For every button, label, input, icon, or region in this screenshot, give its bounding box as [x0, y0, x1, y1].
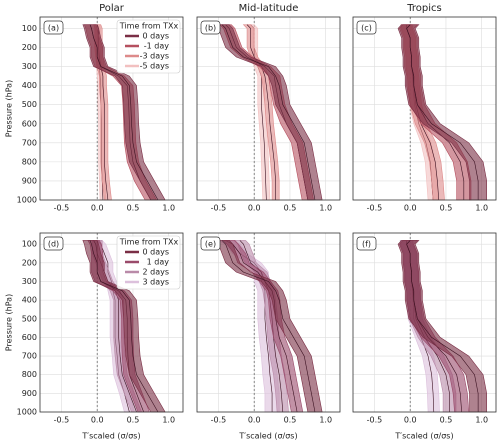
- panel: -0.5 0.0 0.5 1.0 (f) T′scaled (σ/σs): [352, 232, 497, 441]
- y-tick-label: 300: [22, 62, 37, 71]
- y-tick-label: 600: [22, 333, 37, 342]
- x-axis-label: T′scaled (σ/σs): [81, 432, 140, 441]
- y-tick-label: 1000: [17, 408, 37, 417]
- x-tick-label: -0.5: [211, 204, 227, 213]
- legend-label: 1 day: [147, 258, 170, 267]
- y-axis-label: Pressure (hPa): [5, 294, 14, 351]
- x-tick-label: 0.5: [127, 416, 140, 425]
- panel-label: (c): [361, 24, 372, 33]
- panel-label-box: [356, 236, 377, 251]
- y-tick-label: 600: [22, 119, 37, 128]
- series-line: [246, 24, 276, 200]
- panel-title: Polar: [99, 3, 125, 14]
- legend-title: Time from TXx: [119, 238, 179, 247]
- legend-label: 3 days: [142, 278, 169, 287]
- legend-label: 0 days: [142, 248, 169, 257]
- y-tick-label: 500: [22, 100, 37, 109]
- panel-label: (e): [205, 240, 216, 249]
- frame: [352, 16, 497, 201]
- panel-label: (f): [362, 240, 371, 249]
- y-tick-label: 400: [22, 81, 37, 90]
- legend-label: -5 days: [140, 62, 169, 71]
- panel-label-box: [200, 236, 221, 251]
- x-tick-label: 1.0: [162, 204, 175, 213]
- y-tick-label: 700: [22, 138, 37, 147]
- panel: -0.5 0.0 0.5 1.0 (b) Mid-latitude: [196, 3, 341, 213]
- series-line: [89, 24, 159, 201]
- legend-title: Time from TXx: [119, 22, 179, 31]
- x-tick-label: -0.5: [367, 204, 383, 213]
- panel-title: Mid-latitude: [239, 3, 299, 14]
- legend-label: -3 days: [140, 52, 169, 61]
- frame: [39, 232, 184, 413]
- x-tick-label: 0.5: [284, 416, 297, 425]
- x-tick-label: 0.0: [404, 204, 417, 213]
- legend-label: -1 day: [144, 42, 170, 51]
- series-line: [406, 240, 479, 412]
- x-tick-label: 0.5: [284, 204, 297, 213]
- y-tick-label: 800: [22, 370, 37, 379]
- panel: -0.5 0.0 0.5 1.0 (e) T′scaled (σ/σs): [196, 232, 341, 441]
- panel-label-box: [43, 236, 64, 251]
- legend-box: [116, 19, 181, 74]
- panel-label: (b): [205, 24, 216, 33]
- series-line: [406, 24, 479, 200]
- y-tick-label: 1000: [17, 196, 37, 205]
- x-axis-label: T′scaled (σ/σs): [394, 432, 453, 441]
- x-tick-label: 0.0: [91, 416, 104, 425]
- x-tick-label: 1.0: [162, 416, 175, 425]
- y-tick-label: 500: [22, 314, 37, 323]
- x-tick-label: 0.5: [440, 204, 453, 213]
- y-tick-label: 200: [22, 258, 37, 267]
- x-tick-label: 0.0: [91, 204, 104, 213]
- x-tick-label: 1.0: [475, 416, 488, 425]
- y-tick-label: 100: [22, 240, 37, 249]
- panel: 100 200 300 400 500 600 700 800 900 1000 -0.5 0.0 0.…: [5, 232, 184, 441]
- x-tick-label: 1.0: [319, 416, 332, 425]
- x-tick-label: 0.5: [440, 416, 453, 425]
- x-tick-label: 0.5: [127, 204, 140, 213]
- x-tick-label: -0.5: [211, 416, 227, 425]
- series-line: [89, 240, 159, 413]
- x-tick-label: 0.0: [404, 416, 417, 425]
- x-tick-label: -0.5: [54, 204, 70, 213]
- y-tick-label: 800: [22, 157, 37, 166]
- x-tick-label: 0.0: [248, 204, 261, 213]
- legend-box: [116, 235, 181, 290]
- x-tick-label: -0.5: [54, 416, 70, 425]
- panel-label-box: [43, 20, 64, 35]
- x-tick-label: 0.0: [248, 416, 261, 425]
- legend-label: 2 days: [142, 268, 169, 277]
- panel-label-box: [200, 20, 221, 35]
- y-axis-label: Pressure (hPa): [5, 80, 14, 137]
- x-tick-label: 1.0: [319, 204, 332, 213]
- frame: [196, 16, 341, 201]
- y-tick-label: 300: [22, 277, 37, 286]
- series-line: [221, 240, 316, 413]
- panel-label: (a): [48, 24, 59, 33]
- y-tick-label: 700: [22, 352, 37, 361]
- frame: [352, 232, 497, 413]
- y-tick-label: 900: [22, 389, 37, 398]
- panel: 100 200 300 400 500 600 700 800 900 1000 -0.5 0.0 0.…: [5, 3, 184, 213]
- panel: -0.5 0.0 0.5 1.0 (c) Tropics: [352, 3, 497, 213]
- x-tick-label: 1.0: [475, 204, 488, 213]
- frame: [196, 232, 341, 413]
- y-tick-label: 400: [22, 296, 37, 305]
- panel-label-box: [356, 20, 377, 35]
- x-tick-label: -0.5: [367, 416, 383, 425]
- x-axis-label: T′scaled (σ/σs): [238, 432, 297, 441]
- series-line: [221, 24, 316, 201]
- y-tick-label: 200: [22, 43, 37, 52]
- y-tick-label: 100: [22, 24, 37, 33]
- panel-title: Tropics: [406, 3, 441, 14]
- panel-label: (d): [48, 240, 59, 249]
- legend-label: 0 days: [142, 32, 169, 41]
- y-tick-label: 900: [22, 176, 37, 185]
- frame: [39, 16, 184, 201]
